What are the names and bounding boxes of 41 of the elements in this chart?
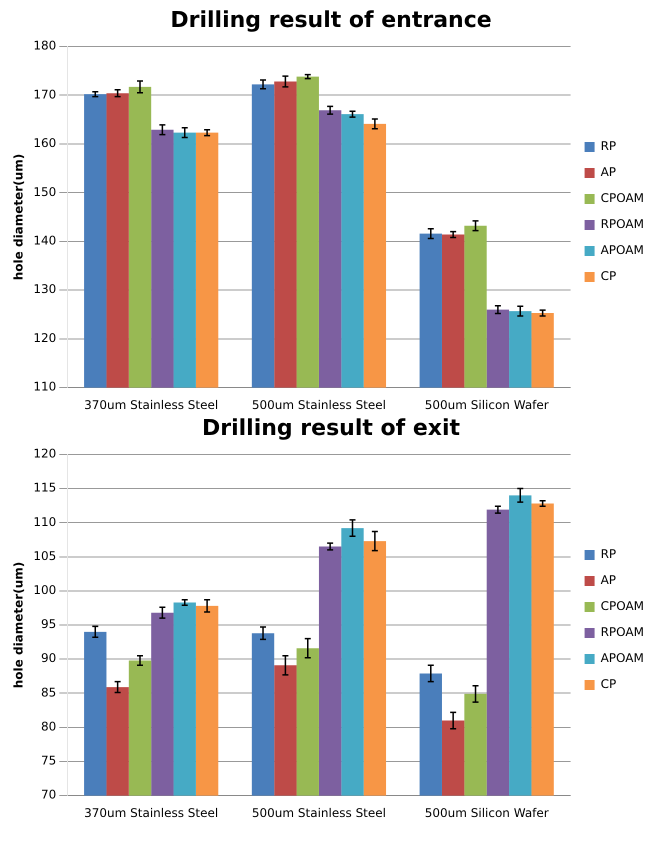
y-tick-label: 120: [33, 446, 56, 461]
y-tick-label: 115: [33, 480, 56, 495]
y-tick-label: 105: [33, 548, 56, 563]
y-tick-label: 85: [41, 685, 56, 700]
legend-label: RP: [600, 139, 616, 154]
chart-title: Drilling result of exit: [202, 416, 461, 441]
y-tick-label: 150: [33, 184, 56, 199]
y-tick-label: 120: [33, 330, 56, 345]
legend-label: AP: [600, 573, 616, 588]
legend-label: CPOAM: [600, 599, 644, 614]
legend-label: CP: [600, 677, 616, 692]
y-tick-label: 100: [33, 583, 56, 598]
legend-label: RP: [600, 547, 616, 562]
chart-title: Drilling result of entrance: [170, 8, 492, 33]
y-tick-label: 70: [41, 788, 56, 802]
y-tick-label: 90: [41, 651, 56, 666]
x-tick-label: 370um Stainless Steel: [84, 806, 218, 820]
legend-label: RPOAM: [600, 217, 644, 232]
x-tick-label: 500um Stainless Steel: [252, 398, 386, 412]
legend-label: CP: [600, 269, 616, 284]
legend-label: RPOAM: [600, 625, 644, 640]
x-tick-label: 500um Silicon Wafer: [424, 806, 549, 820]
y-tick-label: 80: [41, 719, 56, 734]
y-tick-label: 180: [33, 38, 56, 53]
x-tick-label: 500um Silicon Wafer: [424, 398, 549, 412]
y-tick-label: 95: [41, 617, 56, 632]
y-axis-title: hole diameter(um): [11, 562, 26, 688]
legend-label: APOAM: [600, 243, 644, 258]
legend-label: AP: [600, 165, 616, 180]
x-tick-label: 500um Stainless Steel: [252, 806, 386, 820]
y-tick-label: 130: [33, 282, 56, 296]
y-tick-label: 110: [33, 380, 56, 394]
y-tick-label: 160: [33, 136, 56, 150]
y-tick-label: 75: [41, 754, 56, 768]
y-axis-title: hole diameter(um): [11, 154, 26, 280]
y-tick-label: 110: [33, 514, 56, 529]
y-tick-label: 170: [33, 87, 56, 102]
y-tick-label: 140: [33, 233, 56, 248]
x-tick-label: 370um Stainless Steel: [84, 398, 218, 412]
legend-label: CPOAM: [600, 191, 644, 206]
legend-label: APOAM: [600, 651, 644, 666]
